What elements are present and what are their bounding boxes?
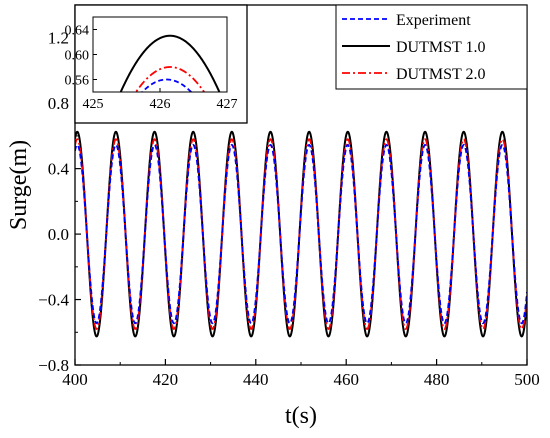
x-tick-label: 420 xyxy=(153,370,179,389)
x-tick-label: 440 xyxy=(243,370,269,389)
main-y-axis: −0.8 −0.4 0.0 0.4 0.8 1.2 xyxy=(38,29,81,375)
inset-panel-frame xyxy=(74,4,248,124)
x-tick-label: 400 xyxy=(62,370,88,389)
legend: Experiment DUTMST 1.0 DUTMST 2.0 xyxy=(335,4,528,90)
main-plot: 400 420 440 460 480 500 −0.8−0.40.00.40.81.2 … xyxy=(6,4,540,429)
inset-series-line-dutmst-2-0 xyxy=(134,66,206,92)
inset-series-group xyxy=(119,34,221,92)
x-tick-label: 480 xyxy=(424,370,450,389)
series-line-dutmst-2-0 xyxy=(75,138,527,330)
y-tick-label: −0.8 xyxy=(38,356,69,375)
inset-x-axis: 425 426 427 xyxy=(83,88,238,112)
inset-y-tick-label: 0.64 xyxy=(65,24,90,39)
y-tick-label: 1.2 xyxy=(48,29,69,48)
y-tick-label: −0.4 xyxy=(38,291,69,310)
inset-plot: 425 426 427 0.56 0.60 0.64 xyxy=(65,4,248,124)
legend-label-dutmst-1: DUTMST 1.0 xyxy=(396,39,486,56)
inset-x-tick-label: 426 xyxy=(150,97,171,112)
inset-x-tick-label: 427 xyxy=(217,97,238,112)
inset-y-tick-label: 0.60 xyxy=(65,49,90,64)
x-tick-label: 460 xyxy=(333,370,359,389)
main-series-group xyxy=(75,130,527,338)
y-tick-label: 0.8 xyxy=(48,94,69,113)
y-tick-label: 0.4 xyxy=(48,160,70,179)
inset-x-tick-label: 425 xyxy=(83,97,104,112)
main-x-axis: 400 420 440 460 480 500 xyxy=(62,359,540,389)
legend-label-dutmst-2: DUTMST 2.0 xyxy=(396,66,486,83)
x-tick-label: 500 xyxy=(514,370,540,389)
x-axis-title: t(s) xyxy=(285,403,317,429)
series-line-experiment xyxy=(75,143,527,325)
legend-label-experiment: Experiment xyxy=(396,12,471,29)
inset-y-axis: 0.56 0.60 0.64 xyxy=(65,24,97,89)
inset-series-line-experiment xyxy=(141,78,193,92)
inset-y-tick-label: 0.56 xyxy=(65,74,90,89)
y-axis-title: Surge(m) xyxy=(6,140,32,230)
y-tick-label: 0.0 xyxy=(48,225,69,244)
inset-series-line-dutmst-1-0 xyxy=(119,34,221,92)
